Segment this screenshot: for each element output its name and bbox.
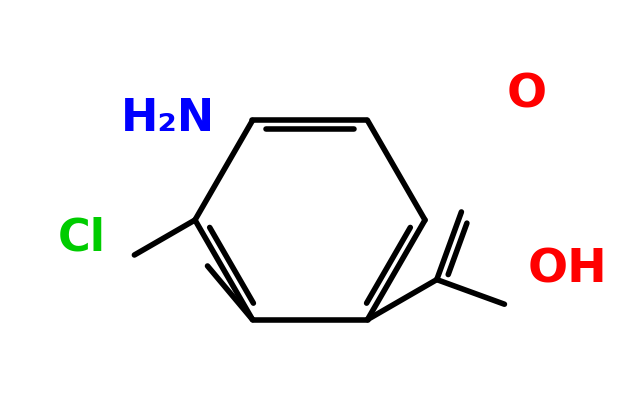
Text: H₂N: H₂N: [121, 96, 215, 140]
Text: O: O: [507, 73, 547, 117]
Text: Cl: Cl: [58, 216, 106, 260]
Text: OH: OH: [528, 248, 608, 293]
